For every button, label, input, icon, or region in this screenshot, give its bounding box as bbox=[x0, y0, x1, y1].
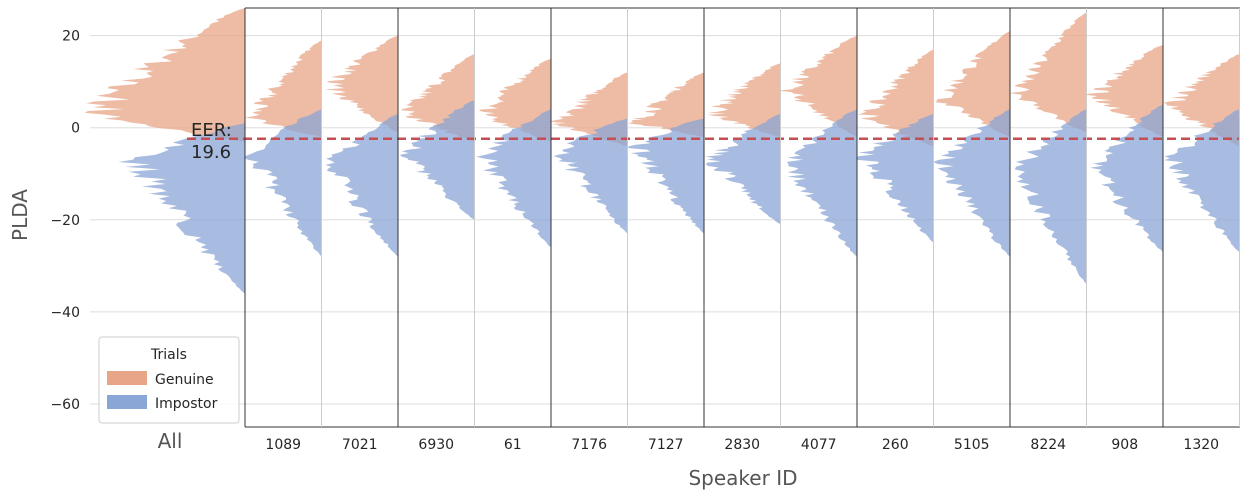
impostor-area bbox=[553, 118, 628, 234]
y-axis-ticks: 20 0 −20 −40 −60 bbox=[50, 29, 80, 413]
genuine-area bbox=[324, 35, 398, 133]
impostor-area bbox=[933, 109, 1010, 257]
genuine-area bbox=[244, 40, 322, 137]
y-tick-label: −60 bbox=[50, 397, 80, 413]
x-tick-label: 1320 bbox=[1183, 437, 1219, 453]
x-tick-label: 6930 bbox=[418, 437, 454, 453]
x-tick-label: 1089 bbox=[265, 437, 301, 453]
speaker-panel-5105 bbox=[933, 31, 1010, 257]
legend-swatch-genuine bbox=[107, 371, 147, 385]
speaker-panel-2830 bbox=[705, 63, 781, 225]
y-tick-label: 20 bbox=[62, 29, 80, 45]
x-tick-label: 7021 bbox=[342, 437, 378, 453]
impostor-area bbox=[786, 109, 857, 257]
x-tick-label: 61 bbox=[504, 437, 522, 453]
genuine-area bbox=[857, 49, 934, 147]
x-tick-label: 7176 bbox=[571, 437, 607, 453]
legend: Trials Genuine Impostor bbox=[98, 336, 240, 424]
eer-label-line1: EER: bbox=[191, 120, 232, 141]
speaker-panel-7127 bbox=[627, 72, 704, 234]
y-axis-title: PLDA bbox=[8, 189, 32, 241]
x-tick-label: 8224 bbox=[1030, 437, 1066, 453]
speaker-panel-4077 bbox=[777, 35, 857, 257]
eer-label-line2: 19.6 bbox=[191, 142, 231, 163]
overall-distribution bbox=[85, 8, 245, 294]
impostor-area bbox=[1164, 109, 1240, 253]
x-tick-label: 908 bbox=[1111, 437, 1138, 453]
speaker-panel-7021 bbox=[324, 35, 398, 257]
speaker-panel-260 bbox=[855, 49, 934, 243]
genuine-area bbox=[935, 31, 1010, 137]
speaker-panel-1320 bbox=[1163, 54, 1240, 253]
genuine-area bbox=[707, 63, 781, 137]
panel-frames bbox=[244, 7, 1240, 428]
genuine-area bbox=[777, 35, 857, 137]
y-tick-label: 0 bbox=[71, 121, 80, 137]
impostor-area bbox=[855, 113, 934, 243]
grid-layer bbox=[90, 35, 1240, 405]
legend-title: Trials bbox=[150, 347, 187, 363]
overall-label: All bbox=[158, 429, 183, 453]
speaker-panel-7176 bbox=[549, 72, 628, 234]
legend-swatch-impostor bbox=[107, 395, 147, 409]
legend-label-impostor: Impostor bbox=[155, 396, 218, 412]
overall-impostor-area bbox=[118, 123, 245, 294]
impostor-area bbox=[1090, 104, 1163, 253]
impostor-area bbox=[325, 113, 398, 257]
speaker-panel-1089 bbox=[243, 40, 322, 257]
impostor-area bbox=[476, 109, 551, 248]
impostor-area bbox=[243, 109, 322, 257]
x-tick-label: 260 bbox=[882, 437, 909, 453]
x-tick-label: 7127 bbox=[648, 437, 684, 453]
x-tick-label: 2830 bbox=[724, 437, 760, 453]
impostor-area bbox=[627, 118, 704, 234]
x-tick-label: 5105 bbox=[954, 437, 990, 453]
speaker-panel-6930 bbox=[400, 54, 475, 220]
impostor-area bbox=[400, 100, 475, 220]
speaker-panel-8224 bbox=[1009, 12, 1087, 285]
y-tick-label: −40 bbox=[50, 305, 80, 321]
x-axis-ticks: 1089 7021 6930 61 7176 7127 2830 4077 260 5105 822… bbox=[265, 437, 1219, 453]
legend-label-genuine: Genuine bbox=[155, 372, 214, 388]
x-axis-title: Speaker ID bbox=[688, 466, 797, 490]
genuine-area bbox=[627, 72, 704, 137]
impostor-area bbox=[1014, 109, 1087, 285]
speaker-panel-61 bbox=[476, 58, 551, 248]
genuine-area bbox=[1084, 44, 1163, 137]
speaker-panel-908 bbox=[1084, 44, 1163, 253]
genuine-area bbox=[1009, 12, 1087, 133]
speaker-distributions bbox=[243, 12, 1240, 285]
overall-genuine-area bbox=[85, 8, 245, 142]
x-tick-label: 4077 bbox=[801, 437, 837, 453]
y-tick-label: −20 bbox=[50, 213, 80, 229]
impostor-area bbox=[705, 113, 781, 225]
